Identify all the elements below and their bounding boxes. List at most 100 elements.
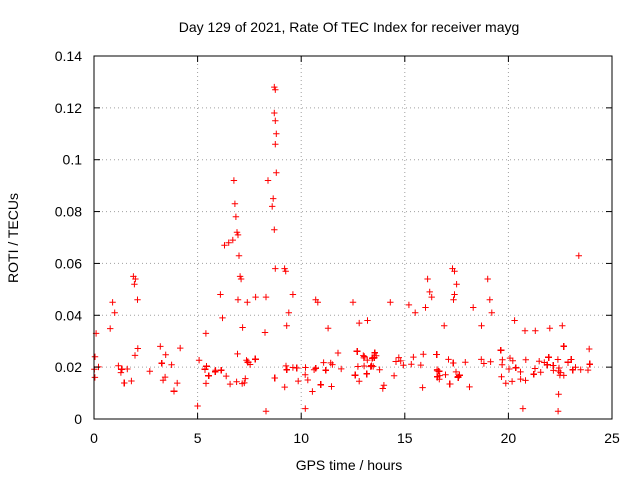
data-point [271,226,278,233]
data-point [302,405,309,412]
data-point [370,354,378,361]
data-point [134,296,141,303]
data-point [225,239,232,246]
data-point [324,325,332,332]
data-point [356,319,363,327]
data-point [271,109,278,117]
data-point [170,387,178,395]
data-point [351,371,359,379]
data-point [264,177,272,184]
data-point [360,352,367,359]
data-point [368,362,375,370]
data-point [234,296,242,303]
y-tick-label: 0.12 [55,100,82,116]
data-point [273,130,280,137]
data-point [202,380,210,387]
data-point [569,366,576,374]
data-point [252,293,259,301]
data-point [364,356,371,364]
data-point [217,291,224,298]
data-point [450,359,457,367]
data-point [505,365,513,373]
data-point [281,383,288,391]
data-point [498,361,506,368]
data-point [230,177,238,184]
data-point [400,362,407,369]
chart-title: Day 129 of 2021, Rate Of TEC Index for r… [179,19,520,35]
data-point [360,362,368,370]
data-point [502,380,509,387]
data-point [442,371,449,378]
data-point [586,360,593,368]
data-point [486,296,493,303]
data-point [226,380,234,388]
data-point [511,317,518,324]
data-point [564,359,572,366]
data-point [454,374,462,381]
data-point [555,391,562,398]
data-point [410,353,417,361]
x-tick-label: 5 [194,430,202,446]
data-point [550,362,557,369]
x-tick-labels: 0 5 10 15 20 25 [90,430,620,446]
data-point [283,322,290,329]
data-point [272,141,279,148]
data-point [234,350,241,358]
data-point [488,309,495,316]
data-point [363,370,370,378]
data-point [480,360,488,367]
data-point [111,309,118,316]
data-point [371,349,378,356]
data-point [202,330,210,337]
data-point [560,372,567,379]
data-point [295,377,302,385]
data-point [452,368,460,376]
data-point [285,309,292,316]
data-point [244,358,252,366]
data-point [575,252,582,259]
data-point [462,359,469,366]
data-point [349,299,357,306]
data-point [554,408,562,415]
data-point [517,375,524,383]
data-point [205,372,212,379]
data-point [487,358,494,365]
data-point [322,367,329,374]
data-point [392,358,400,365]
data-point [376,366,383,373]
y-tick-label: 0.04 [55,307,82,323]
data-point [157,343,164,350]
data-point [231,200,239,207]
data-point [237,275,245,283]
data-point [132,275,139,283]
data-point [521,327,529,334]
data-point [293,364,301,372]
data-point [312,365,319,372]
y-tick-label: 0.08 [55,204,82,220]
data-point [212,368,219,375]
y-axis-label: ROTI / TECUs [5,193,21,283]
plot-frame [93,55,613,420]
data-point [420,351,427,358]
data-point [262,293,270,301]
data-point [417,361,424,369]
data-point [453,281,460,288]
x-tick-label: 20 [501,430,517,446]
data-point [233,378,240,385]
data-point [131,281,138,288]
data-point [584,366,592,374]
data-point [434,373,441,381]
data-point [387,299,394,306]
data-point [109,299,116,306]
data-point [115,362,122,369]
data-point [310,366,318,373]
grid-lines [94,56,612,419]
data-point [517,368,524,376]
x-tick-label: 10 [293,430,309,446]
data-point [302,364,309,371]
data-point [282,268,289,275]
data-point [239,324,246,331]
data-point [519,405,527,412]
axis-ticks [93,55,613,420]
data-point [506,354,514,362]
